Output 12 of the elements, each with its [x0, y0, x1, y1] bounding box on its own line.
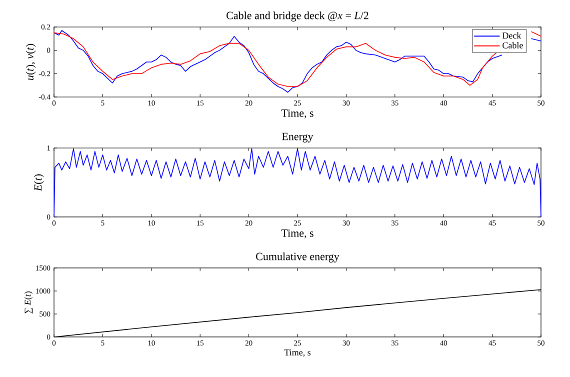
x-axis-title: Time, s [284, 349, 311, 357]
y-axis-title: u(t), v(t) [26, 44, 36, 80]
x-axis-title: Time, s [281, 229, 314, 238]
y-axis-title: E(t) [34, 174, 44, 192]
legend-label: Deck [502, 32, 522, 39]
chart-title: Cable and bridge deck @x = L/2 [226, 11, 368, 22]
chart-title: Energy [282, 132, 314, 142]
line-series [54, 148, 541, 217]
chart-title: Cumulative energy [256, 252, 340, 262]
x-axis-title: Time, s [281, 109, 314, 118]
y-axis-title: ∑ E(t) [24, 291, 33, 314]
legend-label: Cable [502, 42, 523, 48]
